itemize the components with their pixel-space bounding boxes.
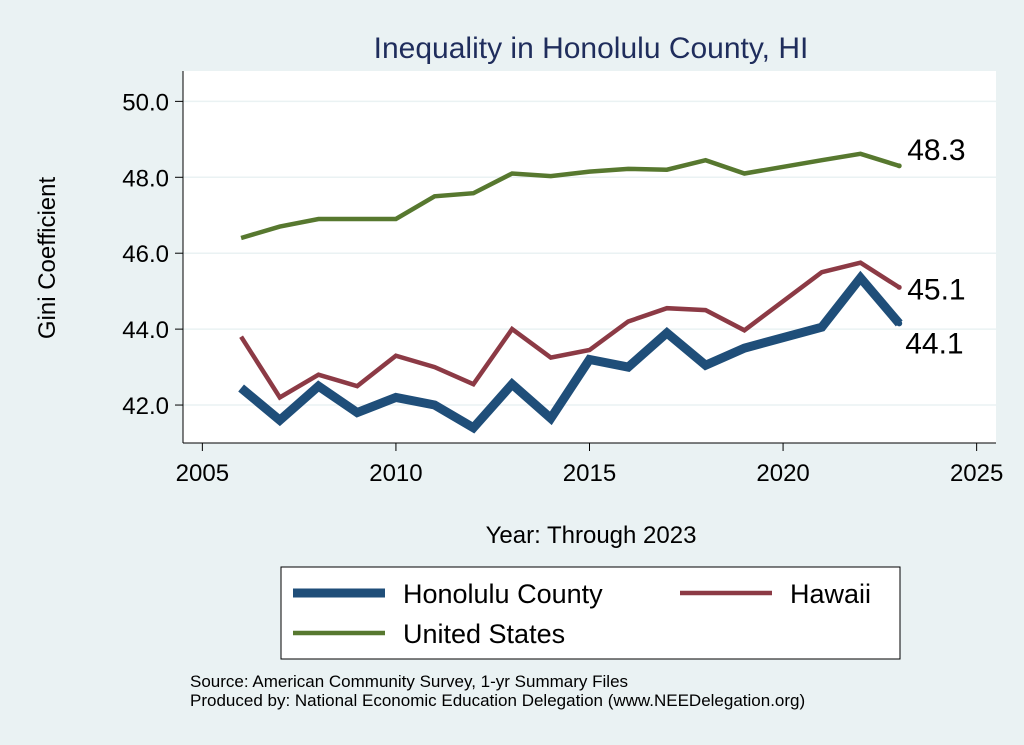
x-tick-label: 2010 [369, 460, 422, 487]
end-label-honolulu-county: 44.1 [905, 327, 963, 360]
source-note: Source: American Community Survey, 1-yr … [190, 672, 805, 710]
producer-line: Produced by: National Economic Education… [190, 691, 806, 710]
end-point-united-states [896, 163, 902, 169]
axes: 42.0 44.0 46.0 48.0 50.0 2005 2010 2015 2020 2025 [122, 71, 1003, 487]
x-tick-label: 2015 [563, 460, 616, 487]
gridlines [183, 100, 996, 406]
end-point-hawaii [896, 284, 902, 290]
chart-title: Inequality in Honolulu County, HI [374, 32, 809, 65]
y-tick-label: 50.0 [122, 89, 169, 116]
x-axis-title: Year: Through 2023 [486, 522, 697, 549]
series-lines [238, 151, 903, 434]
end-label-united-states: 48.3 [907, 134, 965, 167]
legend-label-honolulu-county: Honolulu County [403, 579, 603, 609]
legend-label-hawaii: Hawaii [790, 579, 871, 609]
legend: Honolulu County Hawaii United States [280, 566, 901, 660]
series-line-honolulu-county [238, 270, 903, 434]
end-point-honolulu-county [896, 320, 903, 327]
x-tick-label: 2025 [950, 460, 1003, 487]
legend-box [280, 566, 901, 660]
plot-area [183, 71, 996, 443]
series-line-united-states [240, 151, 900, 241]
end-label-hawaii: 45.1 [907, 273, 965, 306]
source-line: Source: American Community Survey, 1-yr … [190, 672, 629, 691]
y-tick-label: 44.0 [122, 317, 169, 344]
series-line-hawaii [239, 260, 901, 401]
x-tick-label: 2005 [176, 460, 229, 487]
y-tick-label: 46.0 [122, 241, 169, 268]
y-tick-label: 42.0 [122, 393, 169, 420]
y-tick-label: 48.0 [122, 165, 169, 192]
y-axis-title: Gini Coefficient [34, 177, 61, 340]
x-tick-label: 2020 [756, 460, 809, 487]
end-labels: 44.1 45.1 48.3 [905, 134, 965, 361]
legend-label-united-states: United States [403, 619, 565, 649]
